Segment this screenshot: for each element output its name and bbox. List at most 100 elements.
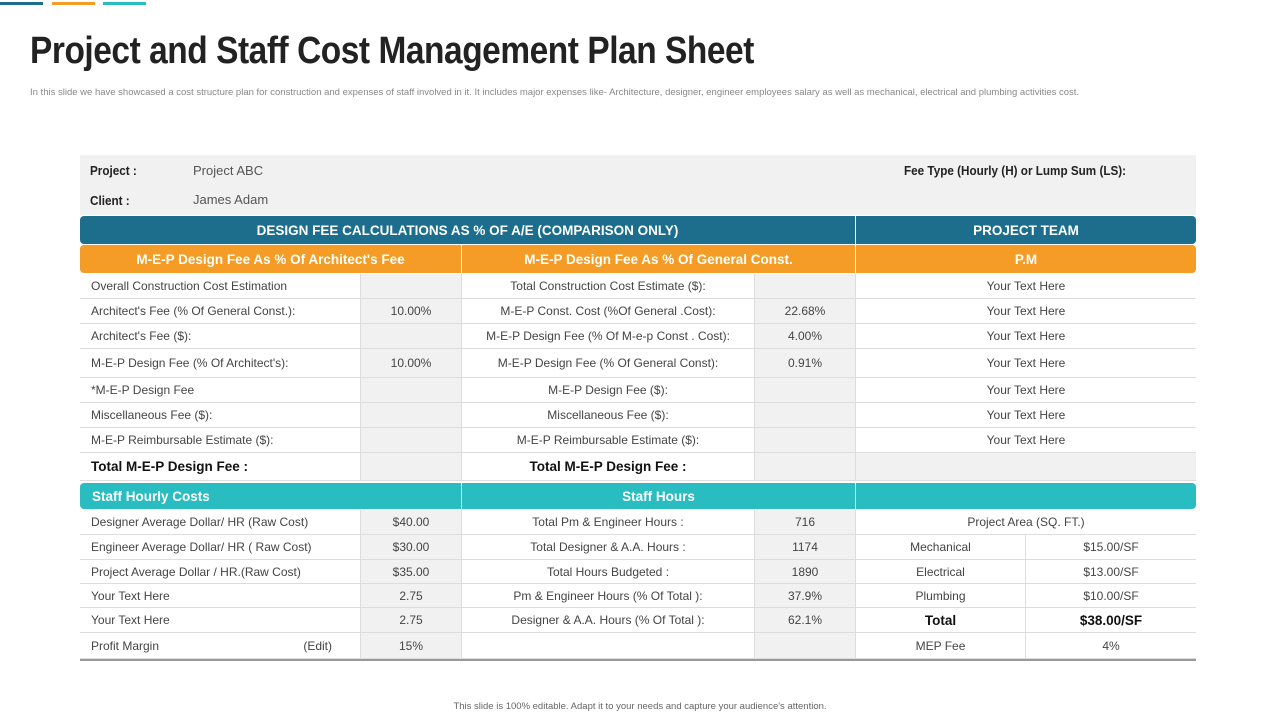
hours-item-label: Pm & Engineer Hours (% Of Total ): xyxy=(462,584,755,607)
staff-row: Engineer Average Dollar/ HR ( Raw Cost) … xyxy=(80,535,1196,560)
team-text[interactable]: Your Text Here xyxy=(986,279,1066,293)
gen-item-label: M-E-P Design Fee (% Of M-e-p Const . Cos… xyxy=(462,324,755,348)
arch-item-value[interactable]: 10.00% xyxy=(361,299,462,323)
area-item-value[interactable]: $15.00/SF xyxy=(1083,540,1139,554)
edit-link[interactable]: (Edit) xyxy=(303,638,332,653)
hours-item-label: Total Hours Budgeted : xyxy=(462,560,755,583)
arch-item-label: Overall Construction Cost Estimation xyxy=(80,274,361,298)
hours-item-value[interactable]: 716 xyxy=(755,510,856,534)
staff-costs-title: Staff Hourly Costs xyxy=(80,483,462,509)
hours-item-value[interactable]: 37.9% xyxy=(755,584,856,607)
hours-item-label: Total Pm & Engineer Hours : xyxy=(462,510,755,534)
staff-item-value[interactable]: $40.00 xyxy=(361,510,462,534)
staff-hours-title: Staff Hours xyxy=(462,483,856,509)
arch-item-label: M-E-P Design Fee (% Of Architect's): xyxy=(80,349,361,377)
project-area-label: Project Area (SQ. FT.) xyxy=(967,515,1085,529)
client-label: Client : xyxy=(90,193,130,208)
staff-header: Staff Hourly Costs Staff Hours xyxy=(80,483,1196,509)
team-text[interactable]: Your Text Here xyxy=(986,383,1066,397)
staff-item-value[interactable]: 15% xyxy=(361,633,462,658)
staff-item-value[interactable]: 2.75 xyxy=(361,608,462,632)
team-text[interactable]: Your Text Here xyxy=(986,329,1066,343)
project-label: Project : xyxy=(90,163,137,178)
design-row: Miscellaneous Fee ($): Miscellaneous Fee… xyxy=(80,403,1196,428)
decor-line-teal xyxy=(103,2,146,5)
team-text[interactable]: Your Text Here xyxy=(986,304,1066,318)
design-row: M-E-P Design Fee (% Of Architect's): 10.… xyxy=(80,349,1196,378)
area-item-value[interactable]: $13.00/SF xyxy=(1083,564,1139,579)
gen-item-label: M-E-P Const. Cost (%Of General .Cost): xyxy=(462,299,755,323)
hours-item-value[interactable]: 1890 xyxy=(755,560,856,583)
hours-item-label: Designer & A.A. Hours (% Of Total ): xyxy=(462,608,755,632)
decor-line-blue xyxy=(0,2,43,5)
area-item-value[interactable]: 4% xyxy=(1102,638,1120,653)
staff-row: Your Text Here 2.75 Designer & A.A. Hour… xyxy=(80,608,1196,633)
project-value[interactable]: Project ABC xyxy=(193,163,264,178)
area-item-label: MEP Fee xyxy=(856,633,1026,658)
hours-item-label: Total Designer & A.A. Hours : xyxy=(462,535,755,559)
design-row: Architect's Fee (% Of General Const.): 1… xyxy=(80,299,1196,324)
area-item-label: Total xyxy=(856,608,1026,632)
page-title: Project and Staff Cost Management Plan S… xyxy=(30,30,754,72)
gen-item-value[interactable] xyxy=(755,403,856,427)
area-item-value[interactable]: $38.00/SF xyxy=(1079,612,1143,628)
arch-fee-title: M-E-P Design Fee As % Of Architect's Fee xyxy=(80,245,462,273)
gen-item-value[interactable] xyxy=(755,274,856,298)
staff-item-value[interactable]: $35.00 xyxy=(361,560,462,583)
staff-item-label: Engineer Average Dollar/ HR ( Raw Cost) xyxy=(80,535,361,559)
arch-item-label: *M-E-P Design Fee xyxy=(80,378,361,402)
arch-item-value[interactable] xyxy=(361,428,462,452)
client-value[interactable]: James Adam xyxy=(193,192,269,207)
footer-note: This slide is 100% editable. Adapt it to… xyxy=(453,701,827,712)
staff-row: Designer Average Dollar/ HR (Raw Cost) $… xyxy=(80,510,1196,535)
gen-item-label: Total Construction Cost Estimate ($): xyxy=(462,274,755,298)
staff-item-label: Your Text Here xyxy=(80,608,361,632)
design-row: *M-E-P Design Fee M-E-P Design Fee ($): … xyxy=(80,378,1196,403)
hours-item-value[interactable]: 1174 xyxy=(755,535,856,559)
area-item-label: Mechanical xyxy=(856,535,1026,559)
hours-item-value[interactable]: 62.1% xyxy=(755,608,856,632)
gen-item-label: M-E-P Reimbursable Estimate ($): xyxy=(462,428,755,452)
hours-item-label xyxy=(462,633,755,658)
design-fee-title: DESIGN FEE CALCULATIONS AS % OF A/E (COM… xyxy=(80,216,856,244)
gen-item-value[interactable] xyxy=(755,428,856,452)
staff-item-value[interactable]: $30.00 xyxy=(361,535,462,559)
gen-item-value[interactable]: 22.68% xyxy=(755,299,856,323)
staff-item-label: Your Text Here xyxy=(80,584,361,607)
team-text[interactable]: Your Text Here xyxy=(986,408,1066,422)
area-item-label: Electrical xyxy=(856,560,1026,583)
arch-item-label: Architect's Fee ($): xyxy=(80,324,361,348)
team-text[interactable]: Your Text Here xyxy=(986,356,1066,370)
team-text[interactable]: Your Text Here xyxy=(986,433,1066,447)
arch-item-value[interactable] xyxy=(361,324,462,348)
staff-row: Profit Margin (Edit) 15% MEP Fee 4% xyxy=(80,633,1196,659)
gen-item-value[interactable] xyxy=(755,378,856,402)
design-row: Overall Construction Cost Estimation Tot… xyxy=(80,274,1196,299)
project-info: Project : Project ABC Client : James Ada… xyxy=(80,155,1196,215)
gen-item-label: Miscellaneous Fee ($): xyxy=(462,403,755,427)
arch-item-value[interactable] xyxy=(361,403,462,427)
arch-item-value[interactable] xyxy=(361,378,462,402)
staff-row: Your Text Here 2.75 Pm & Engineer Hours … xyxy=(80,584,1196,608)
staff-item-label: Project Average Dollar / HR.(Raw Cost) xyxy=(80,560,361,583)
cost-table: Project : Project ABC Client : James Ada… xyxy=(80,155,1196,661)
arch-item-value[interactable]: 10.00% xyxy=(361,349,462,377)
area-item-value[interactable]: $10.00/SF xyxy=(1083,588,1139,603)
fee-type-label: Fee Type (Hourly (H) or Lump Sum (LS): xyxy=(904,163,1127,178)
gen-item-label: M-E-P Design Fee ($): xyxy=(462,378,755,402)
project-team-title: PROJECT TEAM xyxy=(973,222,1079,238)
total-label-a: Total M-E-P Design Fee : xyxy=(80,453,361,480)
gen-item-value[interactable]: 0.91% xyxy=(755,349,856,377)
totals-row: Total M-E-P Design Fee : Total M-E-P Des… xyxy=(80,453,1196,481)
staff-item-label: Designer Average Dollar/ HR (Raw Cost) xyxy=(80,510,361,534)
arch-item-value[interactable] xyxy=(361,274,462,298)
arch-item-label: Architect's Fee (% Of General Const.): xyxy=(80,299,361,323)
area-item-label: Plumbing xyxy=(856,584,1026,607)
design-row: M-E-P Reimbursable Estimate ($): M-E-P R… xyxy=(80,428,1196,453)
gen-item-value[interactable]: 4.00% xyxy=(755,324,856,348)
design-row: Architect's Fee ($): M-E-P Design Fee (%… xyxy=(80,324,1196,349)
staff-item-value[interactable]: 2.75 xyxy=(361,584,462,607)
staff-row: Project Average Dollar / HR.(Raw Cost) $… xyxy=(80,560,1196,584)
hours-item-value[interactable] xyxy=(755,633,856,658)
subheader-orange: M-E-P Design Fee As % Of Architect's Fee… xyxy=(80,245,1196,273)
